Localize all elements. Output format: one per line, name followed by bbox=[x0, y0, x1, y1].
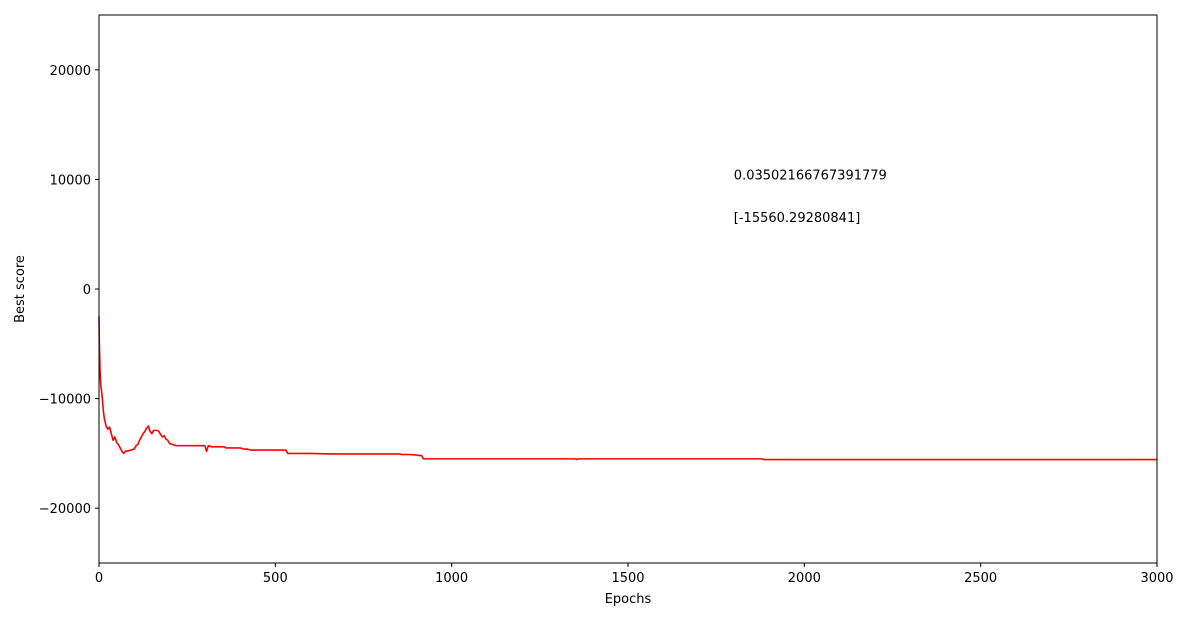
y-tick-label: 10000 bbox=[50, 173, 91, 188]
series-line bbox=[98, 316, 1157, 461]
y-axis-label: Best score bbox=[13, 255, 28, 323]
x-tick-label: 3000 bbox=[1140, 571, 1173, 586]
x-tick-label: 2000 bbox=[788, 571, 821, 586]
x-tick-label: 1500 bbox=[611, 571, 644, 586]
annotation-best-value: [-15560.29280841] bbox=[734, 211, 861, 226]
plot-area bbox=[99, 15, 1157, 563]
x-tick-label: 2500 bbox=[964, 571, 997, 586]
x-axis-label: Epochs bbox=[605, 592, 652, 607]
plot-frame bbox=[98, 14, 1158, 564]
ticks-group: 0 500 1000 1500 2000 2500 3000 −20000 −10000 0 100… bbox=[39, 64, 1174, 586]
annotation-score: 0.03502166767391779 bbox=[734, 168, 887, 183]
x-tick-label: 500 bbox=[263, 571, 288, 586]
y-tick-label: −20000 bbox=[39, 502, 91, 517]
x-tick-label: 1000 bbox=[435, 571, 468, 586]
x-tick-label: 0 bbox=[95, 571, 103, 586]
y-tick-label: 20000 bbox=[50, 64, 91, 79]
y-tick-label: −10000 bbox=[39, 393, 91, 408]
y-tick-label: 0 bbox=[83, 283, 91, 298]
